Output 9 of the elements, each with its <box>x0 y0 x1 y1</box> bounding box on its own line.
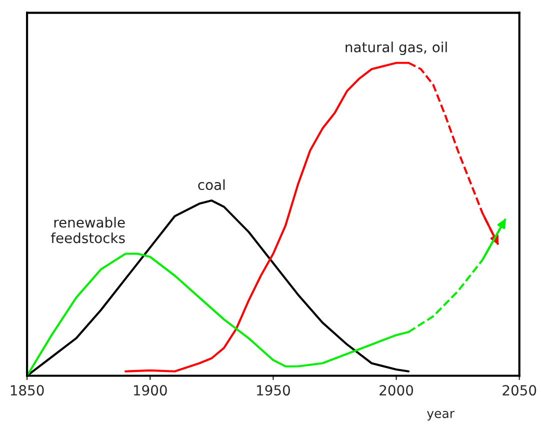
x-axis-title: year <box>427 410 455 421</box>
x-tick-label: 1950 <box>257 385 290 396</box>
series-label: renewable feedstocks <box>50 216 125 244</box>
series-label: coal <box>198 179 225 190</box>
x-tick-label: 1850 <box>10 385 44 396</box>
x-tick-label: 2050 <box>502 385 536 396</box>
series-label: natural gas, oil <box>346 42 447 56</box>
x-tick-label: 2000 <box>380 385 414 396</box>
x-tick-label: 1900 <box>134 385 167 396</box>
